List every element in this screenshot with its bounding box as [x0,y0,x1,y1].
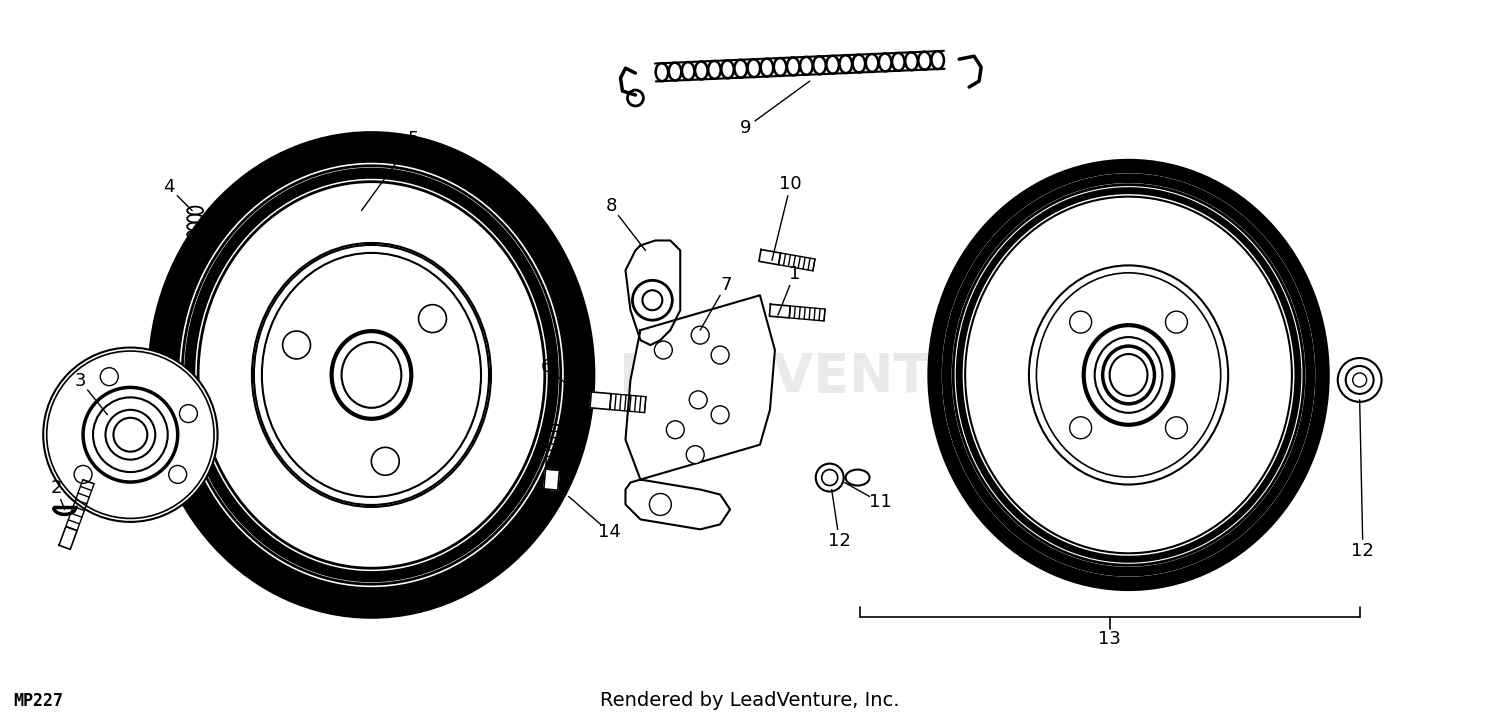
Text: 11: 11 [868,494,891,511]
Polygon shape [590,392,610,409]
Circle shape [419,305,447,333]
Ellipse shape [332,331,411,419]
Text: 3: 3 [75,372,86,390]
Ellipse shape [735,60,747,78]
Ellipse shape [669,62,681,81]
Circle shape [1166,417,1188,439]
Ellipse shape [747,60,760,77]
Circle shape [282,331,310,359]
Circle shape [168,465,186,484]
Ellipse shape [708,61,720,79]
Text: 4: 4 [164,178,174,196]
Circle shape [114,417,147,452]
Ellipse shape [892,53,904,71]
Text: 9: 9 [740,119,752,137]
Text: LEADVENTU: LEADVENTU [618,351,972,404]
Ellipse shape [82,388,177,482]
Circle shape [180,404,198,423]
Circle shape [650,494,672,515]
Ellipse shape [1083,325,1173,425]
Ellipse shape [932,51,944,69]
Ellipse shape [846,470,870,486]
Ellipse shape [852,54,865,73]
Text: 8: 8 [606,197,616,215]
Text: 5: 5 [408,130,419,148]
Polygon shape [626,480,730,529]
Text: Rendered by LeadVenture, Inc.: Rendered by LeadVenture, Inc. [600,690,900,710]
Polygon shape [544,469,560,490]
Ellipse shape [879,54,891,71]
Ellipse shape [1029,266,1228,484]
Text: 14: 14 [598,523,621,542]
Text: 13: 13 [1098,630,1120,648]
Ellipse shape [918,52,932,70]
Ellipse shape [840,55,852,73]
Circle shape [711,406,729,424]
Circle shape [654,341,672,359]
Ellipse shape [933,164,1324,586]
Ellipse shape [682,62,694,80]
Ellipse shape [252,243,490,507]
Ellipse shape [694,62,708,79]
Ellipse shape [904,52,918,70]
Circle shape [100,368,118,386]
Circle shape [1353,373,1366,387]
Ellipse shape [774,58,786,76]
Circle shape [1166,311,1188,333]
Polygon shape [58,526,76,550]
Ellipse shape [800,57,813,75]
Polygon shape [770,304,790,318]
Text: 7: 7 [720,276,732,294]
Polygon shape [626,240,681,345]
Circle shape [1338,358,1382,402]
Circle shape [633,280,672,320]
Circle shape [1070,311,1092,333]
Text: MP227: MP227 [13,692,63,710]
Ellipse shape [656,63,668,81]
Polygon shape [759,250,780,265]
Circle shape [372,447,399,476]
Circle shape [1070,417,1092,439]
Ellipse shape [760,59,772,76]
Ellipse shape [788,57,800,76]
Text: 6: 6 [542,359,552,376]
Circle shape [692,326,709,344]
Text: 12: 12 [828,532,850,550]
Circle shape [711,346,729,364]
Text: 12: 12 [1352,542,1374,560]
Ellipse shape [865,54,879,72]
Ellipse shape [44,348,218,522]
Circle shape [686,446,703,464]
Ellipse shape [1095,337,1162,413]
Circle shape [74,465,92,484]
Circle shape [688,391,706,409]
Ellipse shape [722,60,734,78]
Ellipse shape [813,57,826,74]
Ellipse shape [827,56,839,73]
Circle shape [642,290,663,310]
Ellipse shape [1102,346,1155,404]
Text: 1: 1 [789,265,800,283]
Circle shape [666,421,684,439]
Text: 2: 2 [51,479,62,497]
Circle shape [816,464,843,492]
Polygon shape [626,295,776,480]
Ellipse shape [156,139,588,611]
Text: 10: 10 [780,175,802,193]
